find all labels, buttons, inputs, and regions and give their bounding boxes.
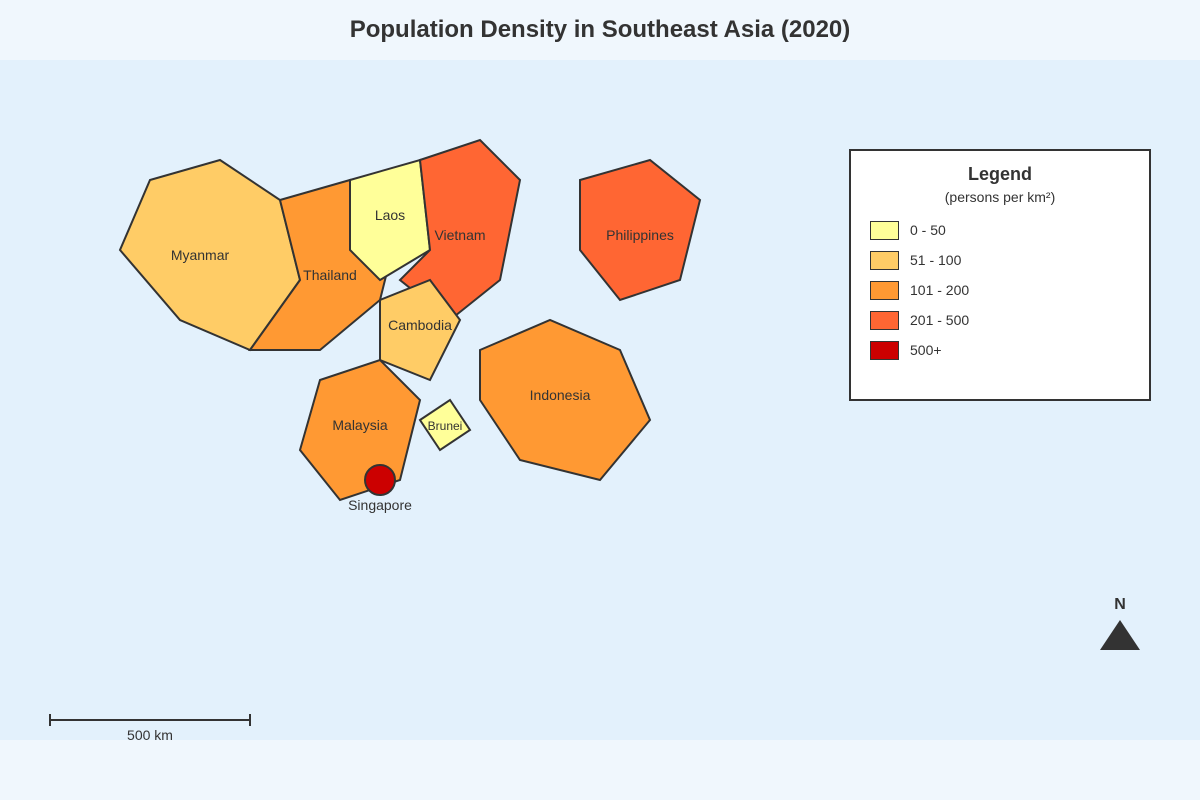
label-cambodia: Cambodia <box>388 317 452 333</box>
legend-swatch <box>870 250 899 270</box>
country-singapore[interactable] <box>364 464 396 496</box>
legend-item: 101 - 200 <box>870 280 969 300</box>
legend-title: Legend <box>967 164 1032 184</box>
legend-item: 500+ <box>870 340 942 360</box>
legend-subtitle: (persons per km²) <box>944 189 1056 205</box>
label-indonesia: Indonesia <box>530 387 591 403</box>
label-vietnam: Vietnam <box>434 227 485 243</box>
compass: N <box>1100 596 1140 650</box>
label-laos: Laos <box>375 207 405 223</box>
country-vietnam[interactable] <box>398 138 522 322</box>
country-philippines[interactable] <box>579 158 702 302</box>
country-malaysia[interactable] <box>298 358 422 502</box>
north-arrow-icon <box>1100 620 1140 650</box>
country-cambodia[interactable] <box>379 278 462 382</box>
legend-swatch <box>870 220 899 240</box>
legend: Legend (persons per km²) 0 - 50 51 - 100… <box>849 149 1151 401</box>
legend-swatch <box>870 280 899 300</box>
map-title: Population Density in Southeast Asia (20… <box>349 16 851 43</box>
legend-label: 500+ <box>910 342 942 358</box>
compass-label: N <box>1114 596 1126 613</box>
country-indonesia[interactable] <box>479 318 652 482</box>
label-thailand: Thailand <box>303 267 357 283</box>
label-singapore: Singapore <box>348 497 412 513</box>
legend-label: 101 - 200 <box>910 282 970 298</box>
scale-bar <box>49 714 251 726</box>
legend-item: 0 - 50 <box>870 220 946 240</box>
header: Population Density in Southeast Asia (20… <box>0 0 1200 60</box>
label-malaysia: Malaysia <box>332 417 387 433</box>
legend-swatch <box>870 310 899 330</box>
legend-label: 0 - 50 <box>910 222 946 238</box>
label-myanmar: Myanmar <box>171 247 230 263</box>
legend-item: 51 - 100 <box>870 250 961 270</box>
legend-item: 201 - 500 <box>870 310 969 330</box>
scale-bar-label: 500 km <box>127 727 173 743</box>
legend-swatch <box>870 340 899 360</box>
legend-label: 51 - 100 <box>910 252 962 268</box>
country-brunei[interactable] <box>418 398 472 452</box>
label-brunei: Brunei <box>428 419 463 433</box>
label-philippines: Philippines <box>606 227 674 243</box>
country-laos[interactable] <box>349 158 432 282</box>
legend-label: 201 - 500 <box>910 312 970 328</box>
